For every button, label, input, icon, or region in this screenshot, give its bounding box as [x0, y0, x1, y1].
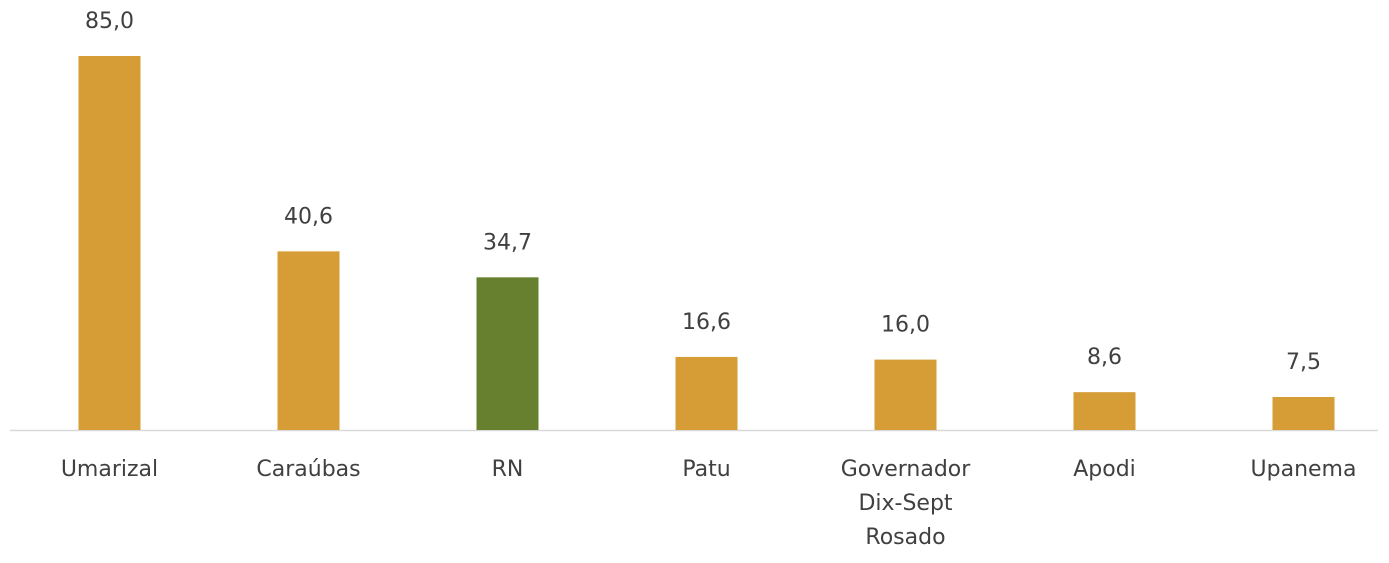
value-label: 85,0 [85, 9, 134, 34]
bar [277, 251, 340, 430]
value-label: 34,7 [483, 230, 532, 255]
bar [476, 277, 539, 430]
x-tick-label: Patu [682, 457, 730, 482]
value-label: 16,0 [881, 313, 930, 338]
x-tick-label-line: Governador [841, 457, 972, 482]
x-tick-label: Apodi [1073, 457, 1136, 482]
x-tick-label: Governador Dix-Sept Rosado [841, 457, 972, 550]
bar [1073, 392, 1136, 430]
x-tick-label-line: Rosado [865, 525, 945, 550]
x-tick-label: RN [492, 457, 524, 482]
value-label: 8,6 [1087, 345, 1122, 370]
value-label: 7,5 [1286, 350, 1321, 375]
bar [1272, 397, 1335, 430]
x-tick-label: Upanema [1251, 457, 1357, 482]
x-tick-label: Caraúbas [256, 457, 360, 482]
bar [78, 56, 141, 430]
x-tick-label-line: Dix-Sept [858, 491, 952, 516]
value-label: 40,6 [284, 204, 333, 229]
x-tick-label: Umarizal [61, 457, 158, 482]
bar [874, 359, 937, 430]
bar [675, 356, 738, 430]
value-label: 16,6 [682, 310, 731, 335]
